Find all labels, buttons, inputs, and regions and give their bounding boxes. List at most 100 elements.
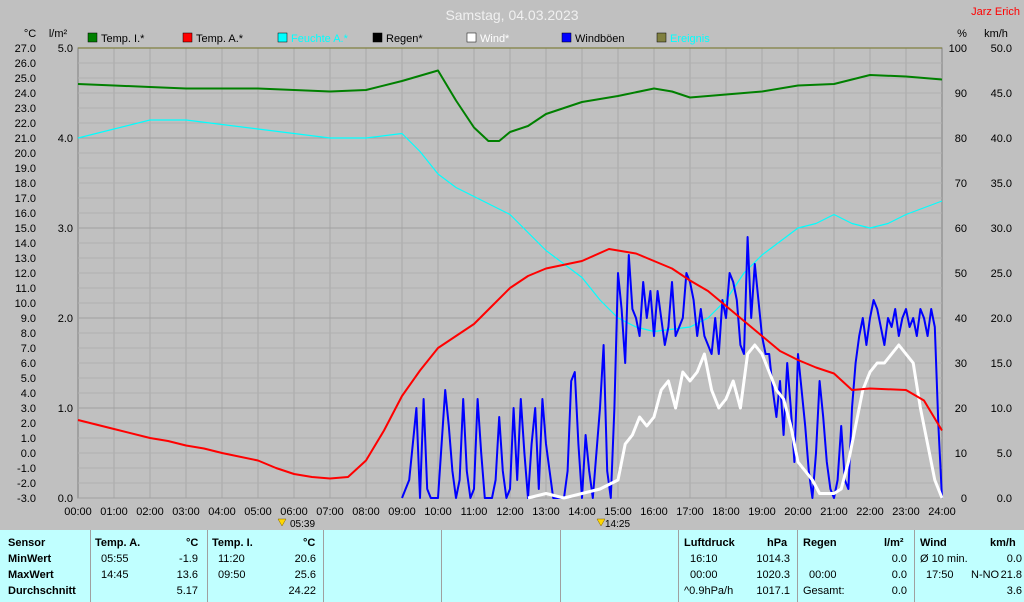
- temp-tick-label: 7.0: [21, 343, 36, 355]
- x-tick-label: 16:00: [640, 506, 668, 518]
- temp-tick-label: 15.0: [15, 223, 36, 235]
- regen-r2-val: 0.0: [891, 569, 907, 581]
- temp-tick-label: 20.0: [15, 148, 36, 160]
- temp-a-avg: 5.17: [176, 585, 198, 597]
- regen-gesamt-label: Gesamt:: [803, 585, 845, 597]
- wind-tick-label: 0.0: [997, 493, 1012, 505]
- x-tick-label: 18:00: [712, 506, 740, 518]
- temp-tick-label: 2.0: [21, 418, 36, 430]
- hum-tick-label: 50: [955, 268, 967, 280]
- temp-tick-label: 18.0: [15, 178, 36, 190]
- legend-label: Feuchte A.*: [291, 33, 349, 45]
- maxwert-label: MaxWert: [8, 569, 54, 581]
- series-line-tempa: [77, 248, 943, 480]
- wind-tick-label: 50.0: [991, 43, 1012, 55]
- x-tick-label: 02:00: [136, 506, 164, 518]
- x-tick-label: 09:00: [388, 506, 416, 518]
- minwert-label: MinWert: [8, 553, 52, 565]
- temp-tick-label: 4.0: [21, 388, 36, 400]
- weather-chart: 00:00 01:00 02:00 03:00 04:00 05:00 06:00 07:00…: [15, 6, 1020, 530]
- wind-r3-val: 3.6: [1006, 585, 1022, 597]
- legend: Temp. I.* Temp. A.* Feuchte A.* Regen* Wind*…: [87, 32, 710, 45]
- temp-i-unit: °C: [303, 537, 316, 549]
- series-line-windben: [401, 236, 943, 499]
- x-tick-label: 12:00: [496, 506, 524, 518]
- x-tick-label: 11:00: [461, 506, 488, 518]
- x-tick-label: 13:00: [532, 506, 560, 518]
- hum-tick-label: 0: [961, 493, 967, 505]
- temp-a-min-val: -1.9: [179, 553, 198, 565]
- rain-unit-label: l/m²: [49, 28, 68, 40]
- temp-tick-label: 14.0: [15, 238, 36, 250]
- wind-r1-label: Ø 10 min.: [920, 553, 968, 565]
- regen-r3-val: 0.0: [891, 585, 907, 597]
- x-tick-label: 15:00: [604, 506, 632, 518]
- wind-tick-label: 5.0: [997, 448, 1012, 460]
- luftdruck-r2-time: 00:00: [690, 569, 718, 581]
- temp-i-min-time: 11:20: [218, 553, 245, 565]
- wind-header: Wind: [920, 537, 947, 549]
- summary-table: Sensor MinWert MaxWert Durchschnitt Temp…: [0, 530, 1024, 602]
- series-layer: [77, 47, 944, 500]
- sunrise-icon: [277, 518, 287, 527]
- chart-grid: [77, 47, 943, 499]
- temp-tick-label: 10.0: [15, 298, 36, 310]
- wind-r2-val: 21.8: [1000, 569, 1022, 581]
- hum-tick-label: 70: [955, 178, 967, 190]
- temp-tick-label: 6.0: [21, 358, 36, 370]
- temp-tick-label: 3.0: [21, 403, 36, 415]
- x-tick-label: 21:00: [820, 506, 848, 518]
- series-line-wind: [527, 343, 944, 500]
- legend-label: Regen*: [386, 33, 423, 45]
- legend-swatch: [656, 32, 667, 43]
- temp-tick-label: 24.0: [15, 88, 36, 100]
- temp-tick-label: -3.0: [17, 493, 36, 505]
- x-tick-label: 08:00: [352, 506, 380, 518]
- temp-tick-label: 8.0: [21, 328, 36, 340]
- sunset-icon: [596, 518, 606, 527]
- temp-tick-label: 0.0: [21, 448, 36, 460]
- temp-a-max-val: 13.6: [176, 569, 198, 581]
- axes-layer: 00:00 01:00 02:00 03:00 04:00 05:00 06:00 07:00…: [15, 43, 1012, 518]
- luftdruck-header: Luftdruck: [684, 537, 735, 549]
- legend-swatch: [372, 32, 383, 43]
- x-tick-label: 04:00: [208, 506, 236, 518]
- temp-tick-label: 26.0: [15, 58, 36, 70]
- legend-swatch: [87, 32, 98, 43]
- regen-r1-val: 0.0: [891, 553, 907, 565]
- durchschnitt-label: Durchschnitt: [8, 585, 76, 597]
- x-tick-label: 10:00: [424, 506, 452, 518]
- series-line-feuchtea: [77, 119, 943, 333]
- chart-title: Samstag, 04.03.2023: [445, 7, 578, 23]
- regen-r2-time: 00:00: [809, 569, 837, 581]
- luftdruck-r1-time: 16:10: [690, 553, 718, 565]
- temp-tick-label: 12.0: [15, 268, 36, 280]
- temp-unit-label: °C: [24, 28, 36, 40]
- temp-tick-label: 27.0: [15, 43, 36, 55]
- luftdruck-r1-val: 1014.3: [756, 553, 790, 565]
- hum-tick-label: 10: [955, 448, 967, 460]
- temp-a-header: Temp. A.: [95, 537, 141, 549]
- x-tick-label: 01:00: [100, 506, 128, 518]
- wind-tick-label: 30.0: [991, 223, 1012, 235]
- x-tick-label: 05:00: [244, 506, 272, 518]
- temp-tick-label: 25.0: [15, 73, 36, 85]
- x-tick-label: 24:00: [928, 506, 956, 518]
- wind-tick-label: 35.0: [991, 178, 1012, 190]
- temp-tick-label: 21.0: [15, 133, 36, 145]
- series-line-tempi: [77, 69, 943, 142]
- wind-tick-label: 25.0: [991, 268, 1012, 280]
- rain-tick-label: 2.0: [58, 313, 73, 325]
- temp-i-avg: 24.22: [288, 585, 316, 597]
- wind-tick-label: 15.0: [991, 358, 1012, 370]
- regen-header: Regen: [803, 537, 837, 549]
- x-tick-label: 23:00: [892, 506, 920, 518]
- temp-tick-label: 13.0: [15, 253, 36, 265]
- x-tick-label: 03:00: [172, 506, 200, 518]
- legend-swatch: [182, 32, 193, 43]
- wind-r2-dir: N-NO: [971, 569, 1000, 581]
- temp-tick-label: 11.0: [15, 283, 36, 295]
- temp-tick-label: 9.0: [21, 313, 36, 325]
- legend-label: Windböen: [575, 33, 625, 45]
- hum-tick-label: 90: [955, 88, 967, 100]
